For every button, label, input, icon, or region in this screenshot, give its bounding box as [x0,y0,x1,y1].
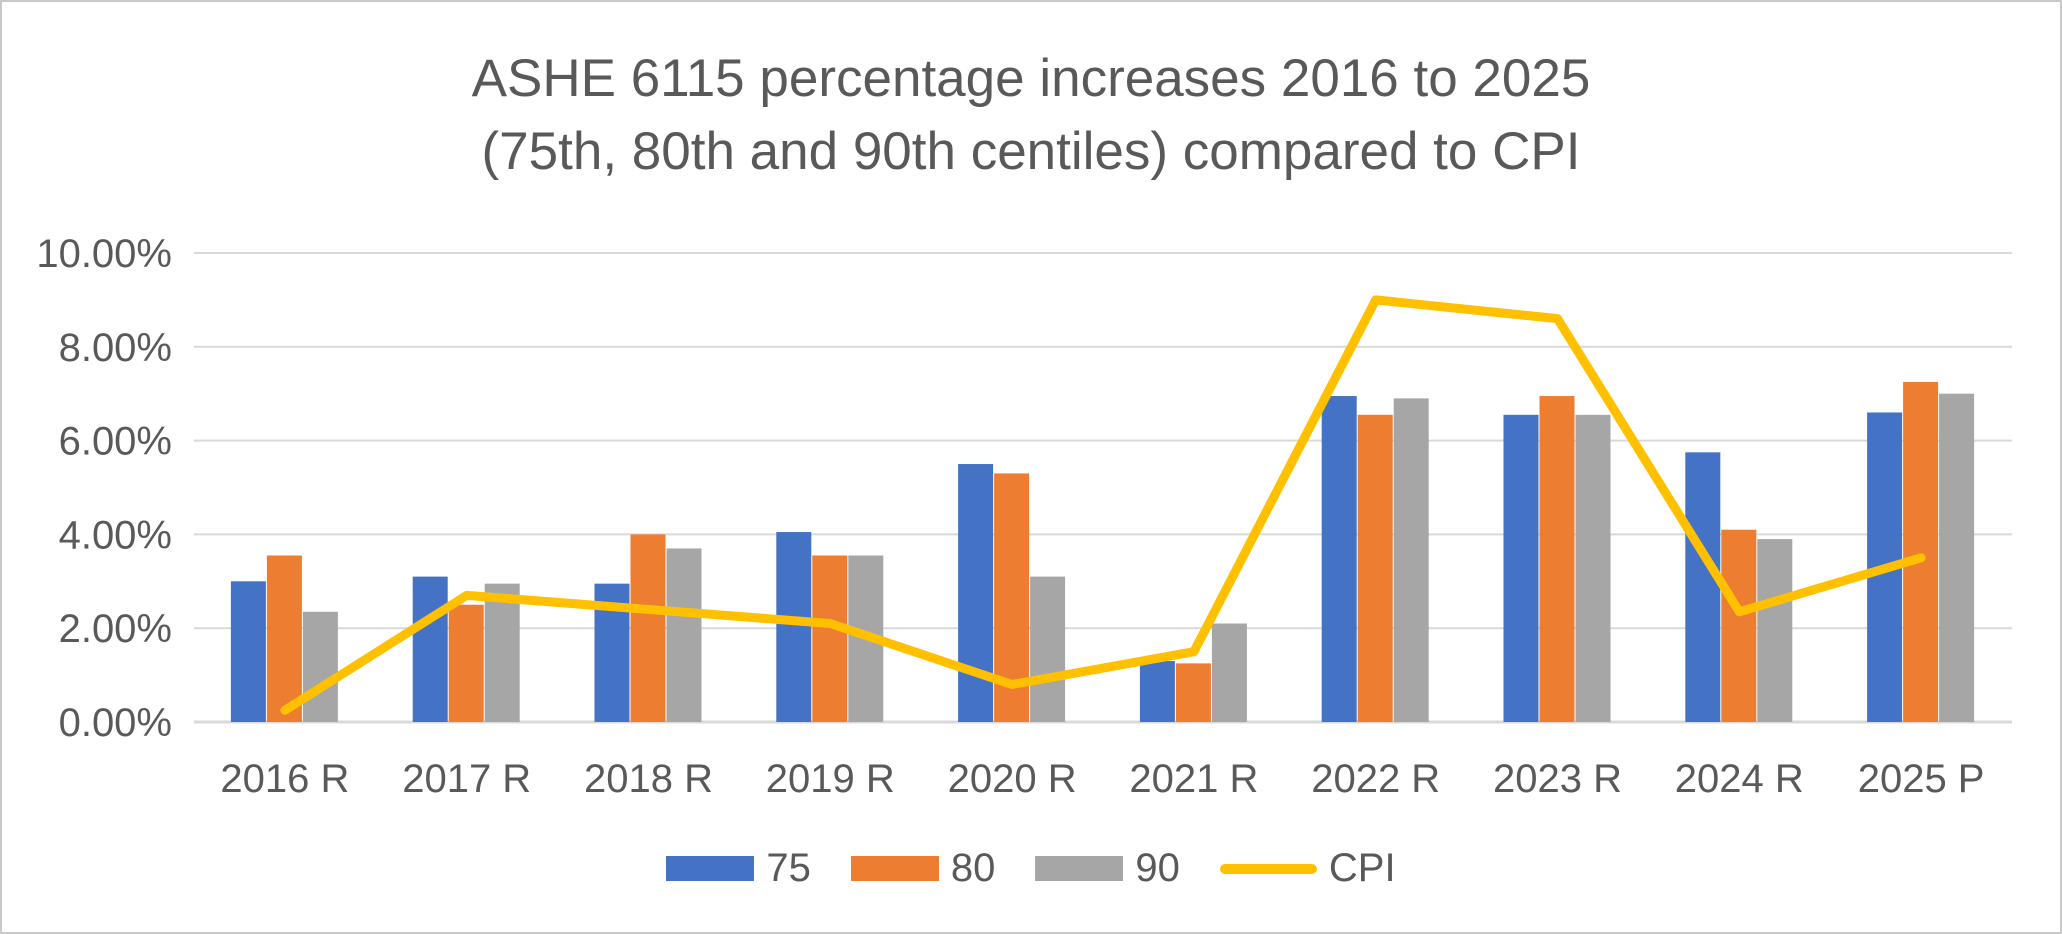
y-tick-label: 2.00% [59,607,172,651]
bar-75 [1503,414,1539,722]
line-CPI [280,295,1926,715]
chart-title-line2: (75th, 80th and 90th centiles) compared … [481,122,1581,181]
y-tick-label: 4.00% [59,513,172,557]
legend: 75 80 90 CPI [2,846,2060,891]
x-axis-label: 2020 R [948,757,1077,801]
bar-75 [1685,452,1721,722]
x-axis-label: 2025 P [1858,757,1985,801]
bar-90 [1211,623,1247,722]
x-axis-label: 2024 R [1675,757,1804,801]
legend-swatch-80 [850,856,939,881]
bar-90 [302,611,338,722]
bar-80 [630,534,666,722]
legend-label: 75 [766,846,811,890]
bar-90 [1939,393,1975,722]
bar-75 [412,576,448,722]
legend-label: 90 [1135,846,1180,890]
bar-90 [1757,539,1793,722]
bar-80 [1175,663,1211,722]
bar-90 [1393,398,1429,722]
legend-item-75: 75 [666,846,811,891]
bar-75 [1139,661,1175,722]
bar-80 [448,604,484,722]
bar-75 [230,581,266,722]
bar-75 [1321,396,1357,722]
bar-75 [958,464,994,722]
bar-90 [666,548,702,722]
x-axis-label: 2017 R [402,757,531,801]
chart-title-line1: ASHE 6115 percentage increases 2016 to 2… [471,49,1591,108]
bar-75 [776,532,812,722]
bar-80 [266,555,302,722]
y-tick-label: 10.00% [36,232,172,276]
legend-swatch-90 [1035,856,1124,881]
chart-title: ASHE 6115 percentage increases 2016 to 2… [2,42,2060,188]
x-axis-label: 2016 R [220,757,349,801]
legend-swatch-75 [666,856,755,881]
legend-swatch-CPI-line [1219,863,1317,874]
bar-80 [1903,381,1939,722]
y-tick-label: 0.00% [59,701,172,745]
x-axis-label: 2018 R [584,757,713,801]
y-tick-label: 8.00% [59,326,172,370]
bar-80 [812,555,848,722]
x-axis-label: 2021 R [1129,757,1258,801]
x-axis-label: 2023 R [1493,757,1622,801]
bar-80 [1721,529,1757,722]
bar-90 [1030,576,1066,722]
legend-item-90: 90 [1035,846,1180,891]
y-tick-label: 6.00% [59,420,172,464]
legend-label: CPI [1328,846,1396,890]
legend-item-CPI: CPI [1219,846,1396,891]
x-axis-label: 2019 R [766,757,895,801]
bar-80 [1539,396,1575,722]
x-axis-label: 2022 R [1311,757,1440,801]
legend-label: 80 [950,846,996,890]
bar-80 [1357,414,1393,722]
bar-90 [1575,414,1611,722]
bar-90 [484,583,520,722]
legend-item-80: 80 [850,846,996,891]
